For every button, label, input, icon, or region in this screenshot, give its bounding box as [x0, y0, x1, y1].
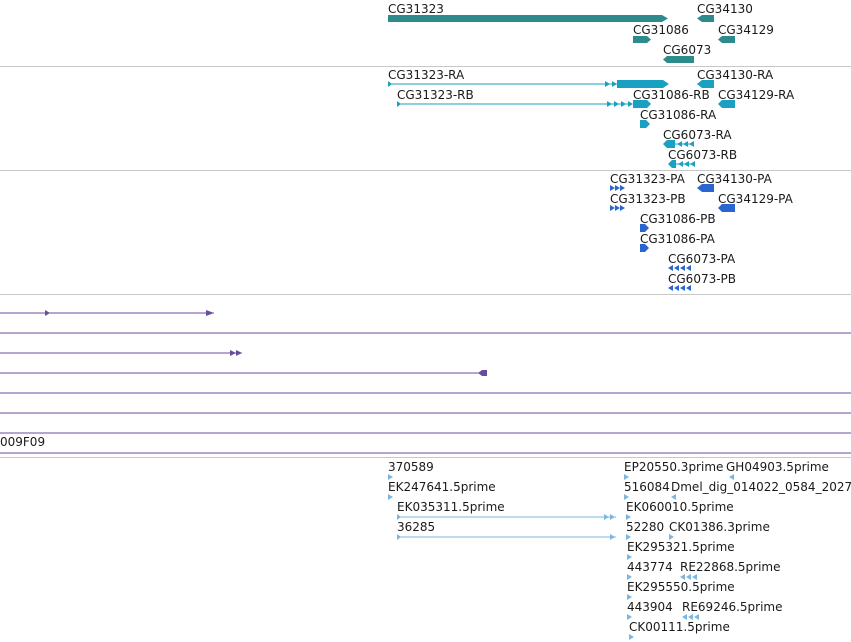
transcript-feature-CG31323-RA[interactable] — [385, 79, 675, 89]
est-feature[interactable] — [666, 532, 680, 542]
feature-label: CG31323 — [388, 2, 444, 16]
est-feature[interactable] — [626, 632, 640, 642]
protein-feature-CG6073-PA[interactable] — [665, 263, 697, 273]
transcript-feature-CG34129-RA[interactable] — [715, 99, 737, 109]
feature-label: CG34130-PA — [697, 172, 772, 186]
feature-label: EK247641.5prime — [388, 480, 496, 494]
track-separator — [0, 66, 851, 67]
feature-label: CG34130-RA — [697, 68, 774, 82]
alignment-feature[interactable] — [0, 328, 851, 338]
protein-feature-CG31323-PB[interactable] — [607, 203, 629, 213]
feature-label: 443774 — [627, 560, 673, 574]
est-feature[interactable] — [624, 572, 638, 582]
feature-label: CK01386.3prime — [669, 520, 770, 534]
feature-label: 370589 — [388, 460, 434, 474]
feature-label: CG31323-PA — [610, 172, 685, 186]
feature-label: EP20550.3prime — [624, 460, 724, 474]
alignment-feature[interactable] — [0, 448, 851, 458]
track-separator — [0, 294, 851, 295]
alignment-feature[interactable] — [0, 428, 851, 438]
feature-label: CG34129-RA — [718, 88, 795, 102]
protein-feature-CG31323-PA[interactable] — [607, 183, 629, 193]
feature-label: EK060010.5prime — [626, 500, 734, 514]
feature-label: CG34129 — [718, 23, 774, 37]
protein-feature-CG6073-PB[interactable] — [665, 283, 697, 293]
feature-label: CG31086-PA — [640, 232, 715, 246]
est-feature[interactable] — [624, 612, 638, 622]
feature-label: EK295321.5prime — [627, 540, 735, 554]
feature-label: EK295550.5prime — [627, 580, 735, 594]
feature-label: Dmel_dig_014022_0584_2027 — [671, 480, 851, 494]
gene-feature-CG31323[interactable] — [385, 14, 675, 24]
est-feature[interactable] — [726, 472, 740, 482]
feature-label: 009F09 — [0, 435, 46, 449]
transcript-feature-CG34130-RA[interactable] — [694, 79, 716, 89]
est-feature[interactable] — [624, 552, 638, 562]
gene-feature-CG34129[interactable] — [715, 35, 737, 45]
est-feature[interactable] — [385, 472, 399, 482]
feature-label: CG31323-RB — [397, 88, 474, 102]
alignment-feature[interactable] — [0, 408, 851, 418]
protein-feature-CG34129-PA[interactable] — [715, 203, 737, 213]
est-feature[interactable] — [624, 592, 638, 602]
feature-label: CG6073-RA — [663, 128, 732, 142]
transcript-feature-CG6073-RB[interactable] — [665, 159, 697, 169]
feature-label: CG31323-PB — [610, 192, 686, 206]
gene-feature-CG34130[interactable] — [694, 14, 716, 24]
feature-label: 52280 — [626, 520, 665, 534]
protein-feature-CG34130-PA[interactable] — [694, 183, 716, 193]
feature-label: CG31086-RA — [640, 108, 717, 122]
protein-feature-CG31086-PA[interactable] — [637, 243, 653, 253]
est-feature[interactable] — [623, 512, 637, 522]
transcript-feature-CG31323-RB[interactable] — [394, 99, 639, 109]
alignment-feature[interactable] — [0, 308, 220, 318]
feature-label: CG34130 — [697, 2, 753, 16]
feature-label: 36285 — [397, 520, 436, 534]
feature-label: CG6073-PB — [668, 272, 737, 286]
est-feature[interactable] — [668, 492, 682, 502]
est-feature[interactable] — [623, 532, 637, 542]
est-feature[interactable] — [677, 572, 701, 582]
feature-label: CK00111.5prime — [629, 620, 730, 634]
est-feature[interactable] — [394, 532, 624, 542]
transcript-feature-CG31086-RB[interactable] — [630, 99, 654, 109]
feature-label: RE69246.5prime — [682, 600, 783, 614]
est-feature[interactable] — [394, 512, 624, 522]
feature-label: CG6073 — [663, 43, 712, 57]
feature-label: CG31086-RB — [633, 88, 710, 102]
gene-feature-CG31086[interactable] — [630, 35, 654, 45]
feature-label: CG6073-RB — [668, 148, 738, 162]
est-feature[interactable] — [621, 472, 635, 482]
alignment-feature[interactable] — [0, 348, 250, 358]
est-feature[interactable] — [679, 612, 701, 622]
alignment-feature[interactable] — [0, 368, 490, 378]
est-feature[interactable] — [385, 492, 399, 502]
protein-feature-CG31086-PB[interactable] — [637, 223, 653, 233]
track-separator — [0, 457, 851, 458]
feature-label: 443904 — [627, 600, 673, 614]
gene-feature-CG6073[interactable] — [660, 55, 696, 65]
feature-label: CG6073-PA — [668, 252, 736, 266]
alignment-feature[interactable] — [0, 388, 851, 398]
est-feature[interactable] — [621, 492, 635, 502]
feature-label: RE22868.5prime — [680, 560, 781, 574]
feature-label: GH04903.5prime — [726, 460, 829, 474]
track-separator — [0, 170, 851, 171]
feature-label: EK035311.5prime — [397, 500, 505, 514]
feature-label: CG31323-RA — [388, 68, 465, 82]
transcript-feature-CG6073-RA[interactable] — [660, 139, 696, 149]
feature-label: CG31086-PB — [640, 212, 716, 226]
feature-label: 516084 — [624, 480, 670, 494]
feature-label: CG31086 — [633, 23, 689, 37]
transcript-feature-CG31086-RA[interactable] — [637, 119, 653, 129]
feature-label: CG34129-PA — [718, 192, 793, 206]
